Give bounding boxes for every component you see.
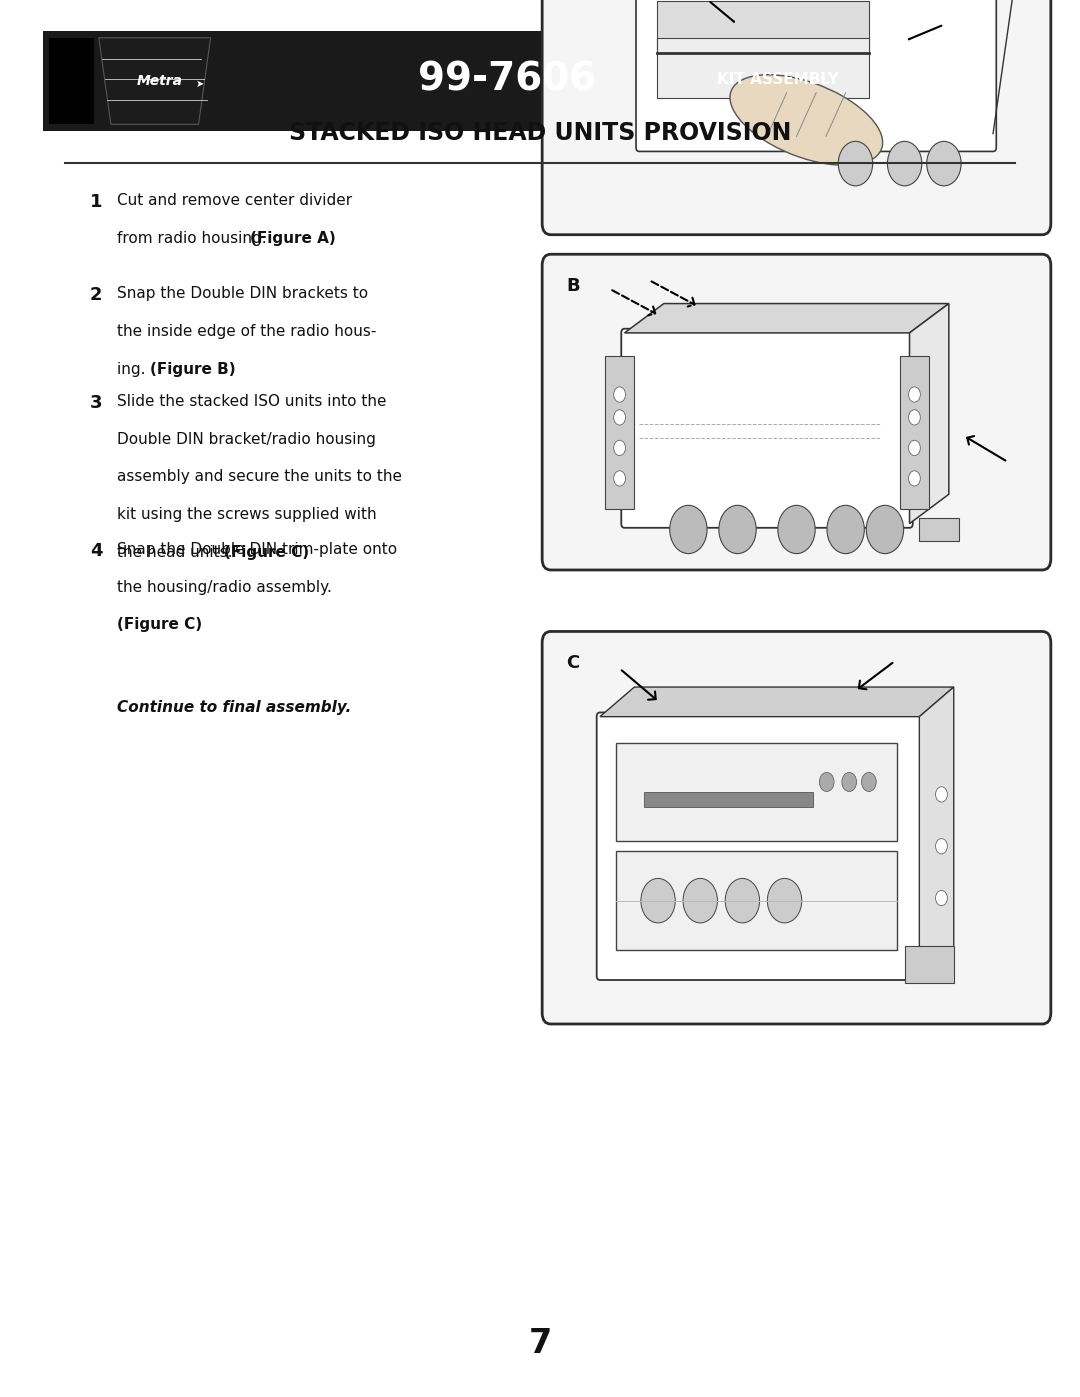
Circle shape — [862, 773, 876, 792]
Bar — [657, 38, 869, 98]
Text: 3: 3 — [90, 394, 103, 412]
Text: KIT ASSEMBLY: KIT ASSEMBLY — [717, 71, 838, 87]
Text: 99-7606: 99-7606 — [418, 60, 597, 98]
Text: 1: 1 — [90, 193, 103, 211]
Text: 7: 7 — [528, 1327, 552, 1361]
Polygon shape — [600, 687, 954, 717]
Circle shape — [908, 471, 920, 486]
Text: Cut and remove center divider: Cut and remove center divider — [117, 193, 352, 208]
Circle shape — [841, 773, 856, 792]
Text: the head units.: the head units. — [117, 545, 237, 560]
Circle shape — [888, 141, 922, 186]
Text: (Figure C): (Figure C) — [224, 545, 309, 560]
Circle shape — [827, 506, 864, 553]
Polygon shape — [909, 303, 949, 524]
Bar — [43, 31, 1037, 131]
FancyBboxPatch shape — [542, 254, 1051, 570]
Circle shape — [640, 879, 675, 923]
Text: 2: 2 — [90, 286, 103, 305]
FancyBboxPatch shape — [636, 0, 996, 151]
Circle shape — [613, 387, 625, 402]
Circle shape — [613, 409, 625, 425]
Text: Metra: Metra — [137, 74, 184, 88]
Text: assembly and secure the units to the: assembly and secure the units to the — [117, 469, 402, 485]
Circle shape — [778, 506, 815, 553]
Text: (Figure B): (Figure B) — [150, 362, 235, 377]
Circle shape — [908, 409, 920, 425]
Circle shape — [725, 879, 759, 923]
Text: STACKED ISO HEAD UNITS PROVISION: STACKED ISO HEAD UNITS PROVISION — [288, 120, 792, 145]
Circle shape — [935, 787, 947, 802]
Circle shape — [935, 890, 947, 905]
Text: Snap the Double DIN trim-plate onto: Snap the Double DIN trim-plate onto — [117, 542, 396, 557]
Circle shape — [613, 440, 625, 455]
Circle shape — [670, 506, 707, 553]
Circle shape — [927, 141, 961, 186]
Circle shape — [866, 506, 904, 553]
Text: ➤: ➤ — [195, 78, 204, 89]
Text: ing.: ing. — [117, 362, 150, 377]
FancyBboxPatch shape — [597, 712, 922, 981]
Bar — [644, 792, 812, 806]
Text: from radio housing.: from radio housing. — [117, 231, 271, 246]
Bar — [900, 356, 929, 509]
Text: (Figure A): (Figure A) — [251, 231, 336, 246]
Polygon shape — [99, 38, 211, 124]
Text: B: B — [566, 277, 580, 295]
FancyBboxPatch shape — [621, 328, 913, 528]
FancyBboxPatch shape — [542, 631, 1051, 1024]
Bar — [49, 38, 94, 124]
Circle shape — [838, 141, 873, 186]
Text: C: C — [566, 654, 579, 672]
Ellipse shape — [730, 74, 882, 165]
Polygon shape — [624, 303, 949, 332]
Bar — [919, 518, 959, 541]
Bar — [905, 946, 954, 983]
Polygon shape — [919, 687, 954, 975]
Text: Continue to final assembly.: Continue to final assembly. — [117, 700, 351, 715]
Text: 4: 4 — [90, 542, 103, 560]
Circle shape — [613, 471, 625, 486]
Circle shape — [820, 773, 834, 792]
Circle shape — [719, 506, 756, 553]
Bar — [605, 356, 634, 509]
FancyBboxPatch shape — [542, 0, 1051, 235]
Circle shape — [768, 879, 801, 923]
Text: the inside edge of the radio hous-: the inside edge of the radio hous- — [117, 324, 376, 339]
Circle shape — [908, 440, 920, 455]
Text: the housing/radio assembly.: the housing/radio assembly. — [117, 580, 332, 595]
Circle shape — [683, 879, 717, 923]
Text: (Figure C): (Figure C) — [117, 617, 202, 633]
Text: Snap the Double DIN brackets to: Snap the Double DIN brackets to — [117, 286, 368, 302]
Text: kit using the screws supplied with: kit using the screws supplied with — [117, 507, 376, 522]
Bar — [657, 1, 869, 50]
Bar — [616, 743, 897, 841]
Bar — [616, 851, 897, 950]
Circle shape — [935, 838, 947, 854]
Text: Slide the stacked ISO units into the: Slide the stacked ISO units into the — [117, 394, 387, 409]
Text: Double DIN bracket/radio housing: Double DIN bracket/radio housing — [117, 432, 376, 447]
Circle shape — [908, 387, 920, 402]
